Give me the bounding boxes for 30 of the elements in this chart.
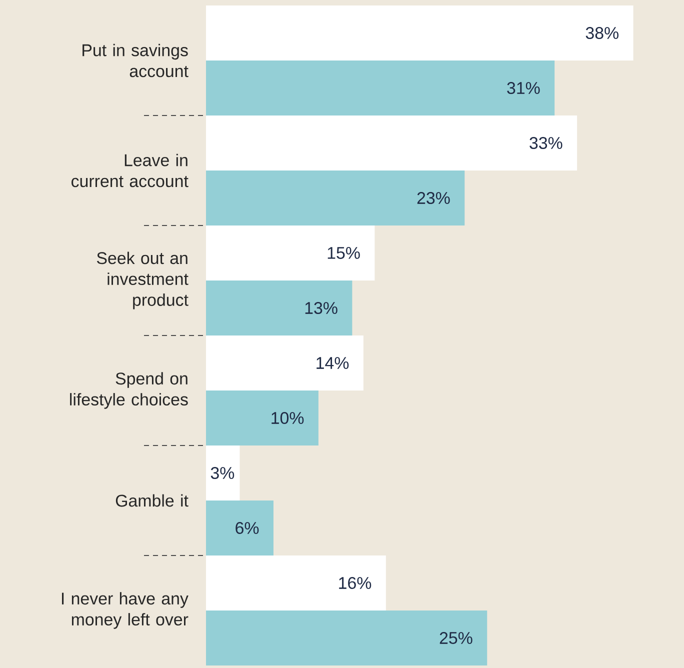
y-tick-label: Spend on lifestyle choices: [70, 372, 188, 409]
bar: [206, 390, 318, 446]
bar: [206, 6, 634, 60]
data-label: 33%: [530, 137, 562, 149]
data-label: 31%: [507, 82, 540, 94]
bar: [206, 60, 555, 116]
data-label: 15%: [328, 247, 360, 259]
bar: [206, 170, 465, 226]
bar: [206, 610, 488, 666]
bar: [206, 500, 274, 556]
bar: [206, 555, 386, 610]
bar: [206, 335, 364, 390]
bar: [206, 445, 240, 500]
data-label: 6%: [236, 522, 259, 534]
bar: [206, 116, 578, 170]
data-label: 13%: [305, 302, 338, 314]
data-label: 38%: [586, 27, 618, 39]
bar: [206, 280, 352, 336]
data-label: 16%: [339, 576, 372, 589]
y-tick-label: I never have any money left over: [62, 592, 188, 629]
y-tick-label: Seek out an investment product: [96, 252, 188, 310]
data-label: 25%: [440, 632, 472, 644]
y-tick-label: Gamble it: [116, 494, 188, 507]
data-label: 14%: [316, 357, 349, 369]
data-label: 3%: [210, 466, 234, 479]
y-tick-label: Leave in current account: [72, 154, 188, 188]
data-label: 23%: [417, 192, 450, 204]
data-label: 10%: [272, 412, 304, 424]
bar: [206, 226, 375, 280]
y-tick-label: Put in savings account: [82, 44, 188, 78]
